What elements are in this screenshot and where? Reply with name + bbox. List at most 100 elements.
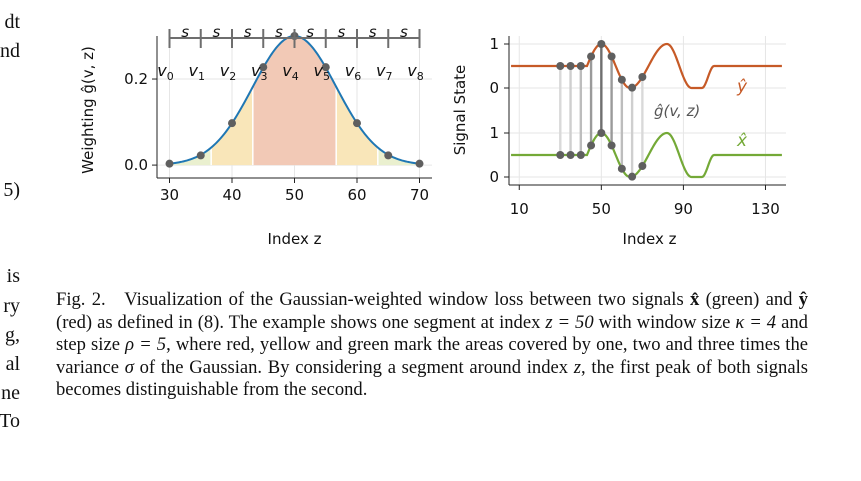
segment-label-letter: v — [251, 61, 261, 80]
signal-y-hat-point — [556, 62, 565, 70]
x-tick-label: 40 — [222, 186, 241, 204]
signal-x-hat-point — [638, 162, 647, 170]
caption-text: , where red, yellow and green mark the a… — [56, 334, 809, 378]
signal-y-hat-legend: ŷ — [736, 77, 748, 97]
segment-label-letter: v — [314, 61, 324, 80]
caption-label: Fig. 2. — [56, 289, 106, 310]
y-tick-label: 0 — [489, 168, 499, 186]
margin-text-fragment: 5) — [3, 179, 20, 201]
segment-label: v1 — [189, 61, 205, 83]
signal-x-hat-point — [597, 129, 606, 137]
x-tick-label: 10 — [510, 200, 529, 218]
segment-label-letter: v — [157, 61, 167, 80]
margin-text-fragment: ne — [1, 382, 20, 404]
step-label: s — [181, 23, 189, 41]
variance-band — [252, 36, 337, 166]
caption-text: of the Gaussian. By considering a segmen… — [139, 356, 569, 378]
caption-text: (green) and — [705, 289, 793, 310]
segment-label-letter: v — [407, 61, 417, 80]
variance-band — [169, 148, 212, 166]
segment-label-letter: v — [345, 61, 355, 80]
step-label: s — [306, 23, 314, 41]
margin-text-fragment: ry — [3, 295, 20, 317]
x-tick-label: 60 — [347, 186, 366, 204]
segment-label-index: 4 — [292, 70, 299, 83]
segment-label-letter: v — [282, 61, 292, 80]
step-label: s — [212, 23, 220, 41]
segment-label-index: 1 — [198, 70, 205, 83]
signal-y-hat-point — [597, 40, 606, 48]
segment-label-index: 8 — [417, 70, 424, 83]
equation-kappa: κ = 4 — [735, 311, 777, 333]
y-tick-label: 1 — [489, 124, 499, 142]
margin-text-fragment: dt — [4, 11, 20, 33]
x-axis-label: Index z — [623, 230, 677, 248]
margin-text-fragment: g, — [5, 324, 20, 346]
segment-label-index: 3 — [260, 70, 267, 83]
x-tick-label: 30 — [160, 186, 179, 204]
step-label: s — [337, 23, 345, 41]
signal-y-hat-point — [587, 52, 596, 61]
caption-text: , the first peak of both signals becomes… — [56, 356, 808, 401]
symbol-sigma: σ — [124, 356, 134, 378]
variance-band — [377, 147, 420, 166]
signal-y-hat-point — [566, 62, 575, 70]
y-axis-label: Weighting ĝ(v, z) — [79, 46, 97, 174]
weight-point — [321, 63, 330, 72]
caption-text: and step size — [56, 311, 808, 356]
x-tick-label: 90 — [674, 200, 693, 218]
signal-x-hat-point — [617, 164, 626, 173]
segment-label-index: 2 — [229, 70, 236, 83]
y-axis-label: Signal State — [451, 65, 469, 156]
segment-label: v2 — [220, 61, 236, 83]
step-label: s — [369, 23, 377, 41]
margin-text-fragment: is — [6, 265, 20, 287]
weight-point — [165, 159, 174, 168]
segment-label: v0 — [157, 61, 173, 83]
weighting-annotation: ĝ(v, z) — [654, 102, 700, 120]
margin-text-fragment: nd — [0, 40, 20, 62]
segment-label: v3 — [251, 61, 267, 83]
signal-y-hat-point — [576, 62, 585, 70]
left-column-text-fragments: dt nd 5) is ry g, al ne To — [0, 0, 24, 481]
symbol-z: z — [573, 356, 582, 378]
segment-label: v7 — [376, 61, 392, 83]
figure-caption: Fig. 2. Visualization of the Gaussian-we… — [56, 289, 808, 402]
segment-label: v5 — [314, 61, 330, 83]
equation-z: z = 50 — [545, 311, 594, 333]
x-axis-label: Index z — [268, 230, 322, 248]
segment-label-index: 6 — [354, 70, 361, 83]
segment-label-index: 5 — [323, 70, 330, 83]
weight-point — [196, 151, 205, 160]
segment-label-letter: v — [189, 61, 199, 80]
x-tick-label: 50 — [592, 200, 611, 218]
segment-label-index: 0 — [167, 70, 174, 83]
margin-text-fragment: al — [5, 353, 20, 375]
signal-x-hat-point — [556, 151, 565, 159]
symbol-x-hat: x̂ — [690, 289, 700, 310]
segment-label-letter: v — [376, 61, 386, 80]
caption-text: with window size — [598, 311, 731, 333]
segment-label-index: 7 — [385, 70, 392, 83]
step-label: s — [244, 23, 252, 41]
y-tick-label: 0 — [489, 79, 499, 97]
signal-state-chart: ŷ 0 1 x̂ 0 1 ĝ(v, z) 10 50 90 130 Index z Signal Sta… — [451, 35, 786, 248]
y-tick-label: 0.0 — [124, 156, 148, 174]
weight-point — [384, 151, 393, 160]
signal-y-hat-point — [628, 83, 637, 92]
signal-x-hat-point — [576, 151, 585, 159]
signal-x-hat-point — [607, 141, 616, 150]
segment-label: v8 — [407, 61, 423, 83]
x-tick-label: 50 — [285, 186, 304, 204]
segment-label-letter: v — [220, 61, 230, 80]
signal-y-hat-point — [638, 73, 647, 81]
signal-x-hat-legend: x̂ — [736, 131, 748, 151]
caption-text: Visualization of the Gaussian-weighted w… — [124, 289, 684, 310]
signal-x-hat-point — [628, 172, 637, 181]
x-tick-label: 130 — [751, 200, 780, 218]
symbol-y-hat: ŷ — [798, 289, 809, 310]
y-tick-label: 1 — [489, 35, 499, 53]
step-label: s — [275, 23, 283, 41]
